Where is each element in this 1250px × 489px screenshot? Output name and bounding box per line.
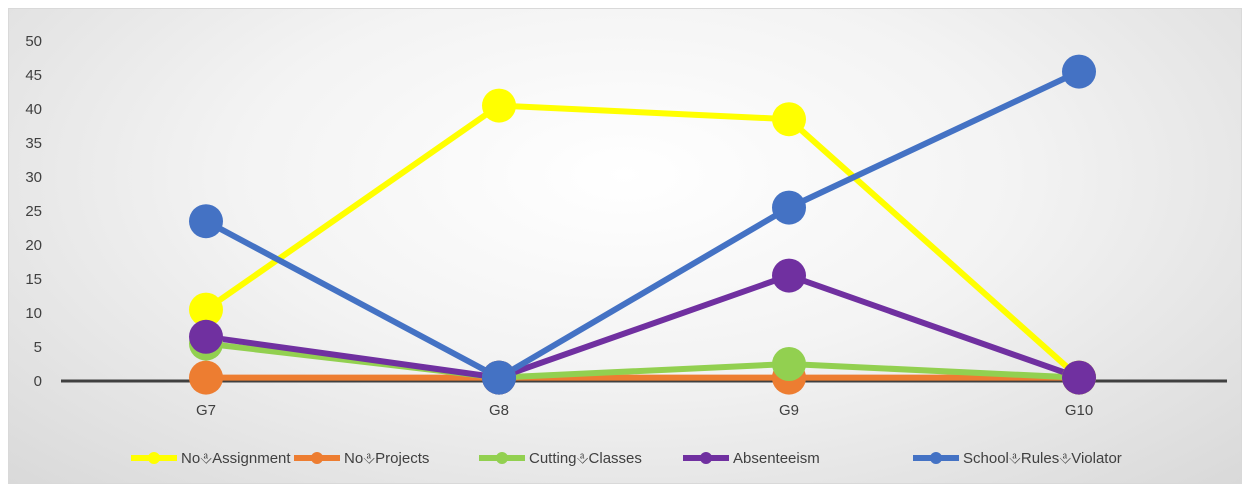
series-line — [204, 102, 1081, 380]
y-tick-label: 45 — [25, 67, 42, 84]
data-point — [189, 319, 223, 354]
x-tick-label: G8 — [489, 402, 509, 419]
data-point — [772, 258, 806, 293]
legend-label: No⎀Projects — [344, 450, 429, 467]
data-point — [189, 204, 223, 239]
chart-area — [8, 8, 1242, 484]
data-point — [1062, 54, 1096, 89]
y-tick-label: 5 — [34, 339, 42, 356]
data-point — [482, 360, 516, 395]
y-tick-label: 25 — [25, 203, 42, 220]
series-line — [204, 68, 1081, 381]
data-point — [772, 102, 806, 137]
y-tick-label: 0 — [34, 373, 42, 390]
x-tick-label: G7 — [196, 402, 216, 419]
series-line — [205, 340, 1080, 381]
data-point — [772, 190, 806, 225]
legend-label: Cutting⎀Classes — [529, 450, 642, 467]
legend-label: No⎀Assignment — [181, 450, 291, 467]
y-tick-label: 20 — [25, 237, 42, 254]
y-tick-label: 35 — [25, 135, 42, 152]
y-tick-label: 50 — [25, 33, 42, 50]
legend-marker — [930, 452, 942, 464]
x-tick-label: G10 — [1065, 402, 1093, 419]
y-tick-label: 15 — [25, 271, 42, 288]
legend-marker — [496, 452, 508, 464]
legend-marker — [148, 452, 160, 464]
x-tick-label: G9 — [779, 402, 799, 419]
y-tick-label: 10 — [25, 305, 42, 322]
data-point — [189, 292, 223, 327]
data-point — [189, 360, 223, 395]
legend-marker — [311, 452, 323, 464]
series-line — [205, 272, 1080, 381]
y-tick-label: 30 — [25, 169, 42, 186]
legend-label: Absenteeism — [733, 450, 820, 467]
legend-marker — [700, 452, 712, 464]
data-point — [1062, 360, 1096, 395]
data-point — [482, 88, 516, 123]
y-tick-label: 40 — [25, 101, 42, 118]
data-point — [772, 347, 806, 381]
legend-label: School⎀Rules⎀Violator — [963, 450, 1122, 467]
